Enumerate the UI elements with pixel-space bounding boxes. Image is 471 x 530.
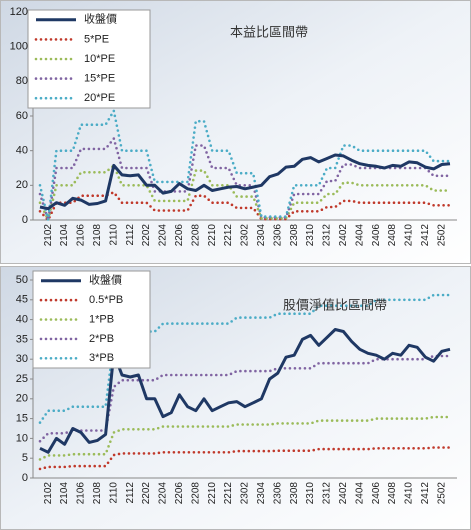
legend-label: 20*PE	[84, 92, 115, 104]
x-tick-label: 2202	[141, 482, 152, 505]
x-tick-label: 2204	[158, 482, 169, 505]
x-tick-label: 2104	[59, 482, 70, 505]
y-tick-label: 100	[10, 41, 28, 53]
x-tick-label: 2502	[436, 224, 447, 247]
x-tick-label: 2402	[338, 224, 349, 247]
x-tick-label: 2208	[190, 224, 201, 247]
series-line	[39, 328, 451, 454]
x-tick-label: 2408	[387, 224, 398, 247]
series-line	[38, 164, 452, 222]
x-tick-label: 2204	[158, 224, 169, 247]
y-tick-label: 10	[16, 432, 28, 444]
x-tick-label: 2312	[322, 482, 333, 505]
x-tick-label: 2308	[289, 482, 300, 505]
legend-label: 收盤價	[89, 273, 122, 287]
x-tick-label: 2106	[76, 482, 87, 505]
x-tick-label: 2210	[207, 224, 218, 247]
y-tick-label: 120	[10, 6, 28, 18]
x-tick-label: 2208	[190, 482, 201, 505]
x-tick-label: 2112	[125, 224, 136, 246]
legend-box	[32, 270, 151, 369]
legend-label: 3*PB	[89, 352, 114, 364]
x-tick-label: 2104	[59, 224, 70, 247]
x-tick-label: 2404	[354, 224, 365, 247]
series-line	[38, 446, 452, 471]
legend-label: 收盤價	[84, 12, 117, 26]
chart-title: 股價淨值比區間帶	[283, 297, 387, 312]
x-tick-label: 2304	[256, 224, 267, 247]
series-line	[39, 153, 451, 211]
x-tick-label: 2402	[338, 482, 349, 505]
x-tick-label: 2206	[174, 482, 185, 505]
x-tick-label: 2310	[305, 482, 316, 505]
y-tick-label: 40	[16, 145, 28, 157]
legend-label: 5*PE	[84, 33, 109, 45]
x-tick-label: 2212	[223, 482, 234, 505]
y-tick-label: 45	[16, 294, 28, 306]
series-line	[38, 137, 452, 222]
y-tick-label: 30	[16, 353, 28, 365]
x-tick-label: 2412	[420, 482, 431, 505]
series-line	[38, 293, 452, 424]
x-tick-label: 2210	[207, 482, 218, 505]
y-tick-label: 0	[22, 472, 28, 484]
chart-title: 本益比區間帶	[230, 24, 308, 39]
y-tick-label: 50	[16, 274, 28, 286]
y-tick-label: 20	[16, 393, 28, 405]
x-tick-label: 2406	[371, 482, 382, 505]
legend-label: 15*PE	[84, 73, 115, 85]
legend-label: 0.5*PB	[89, 294, 123, 306]
x-tick-label: 2102	[43, 482, 54, 505]
x-tick-label: 2212	[223, 224, 234, 247]
y-tick-label: 15	[16, 413, 28, 425]
series-line	[38, 109, 452, 222]
x-tick-label: 2110	[108, 482, 119, 504]
y-tick-label: 20	[16, 179, 28, 191]
x-tick-label: 2306	[272, 224, 283, 247]
x-tick-label: 2304	[256, 482, 267, 505]
x-tick-label: 2408	[387, 482, 398, 505]
y-tick-label: 40	[16, 314, 28, 326]
y-tick-label: 35	[16, 333, 28, 345]
x-tick-label: 2302	[240, 224, 251, 247]
series-line	[38, 415, 452, 461]
y-tick-label: 0	[22, 214, 28, 226]
x-tick-label: 2206	[174, 224, 185, 247]
x-tick-label: 2302	[240, 482, 251, 505]
y-tick-label: 80	[16, 75, 28, 87]
x-tick-label: 2112	[125, 482, 136, 504]
x-tick-label: 2108	[92, 224, 103, 247]
x-tick-label: 2412	[420, 224, 431, 247]
y-tick-label: 5	[22, 452, 28, 464]
legend-label: 1*PB	[89, 313, 114, 325]
x-tick-label: 2308	[289, 224, 300, 247]
x-tick-label: 2310	[305, 224, 316, 247]
x-tick-label: 2312	[322, 224, 333, 247]
x-tick-label: 2106	[76, 224, 87, 247]
x-tick-label: 2410	[404, 224, 415, 247]
legend-label: 2*PB	[89, 333, 114, 345]
x-tick-label: 2404	[354, 482, 365, 505]
x-tick-label: 2502	[436, 482, 447, 505]
x-tick-label: 2306	[272, 482, 283, 505]
x-tick-label: 2108	[92, 482, 103, 505]
x-tick-label: 2410	[404, 482, 415, 505]
y-tick-label: 60	[16, 110, 28, 122]
y-tick-label: 25	[16, 373, 28, 385]
x-tick-label: 2406	[371, 224, 382, 247]
legend-label: 10*PE	[84, 53, 115, 65]
legend-box	[27, 9, 151, 109]
x-tick-label: 2102	[43, 224, 54, 247]
x-tick-label: 2110	[108, 224, 119, 246]
x-tick-label: 2202	[141, 224, 152, 247]
